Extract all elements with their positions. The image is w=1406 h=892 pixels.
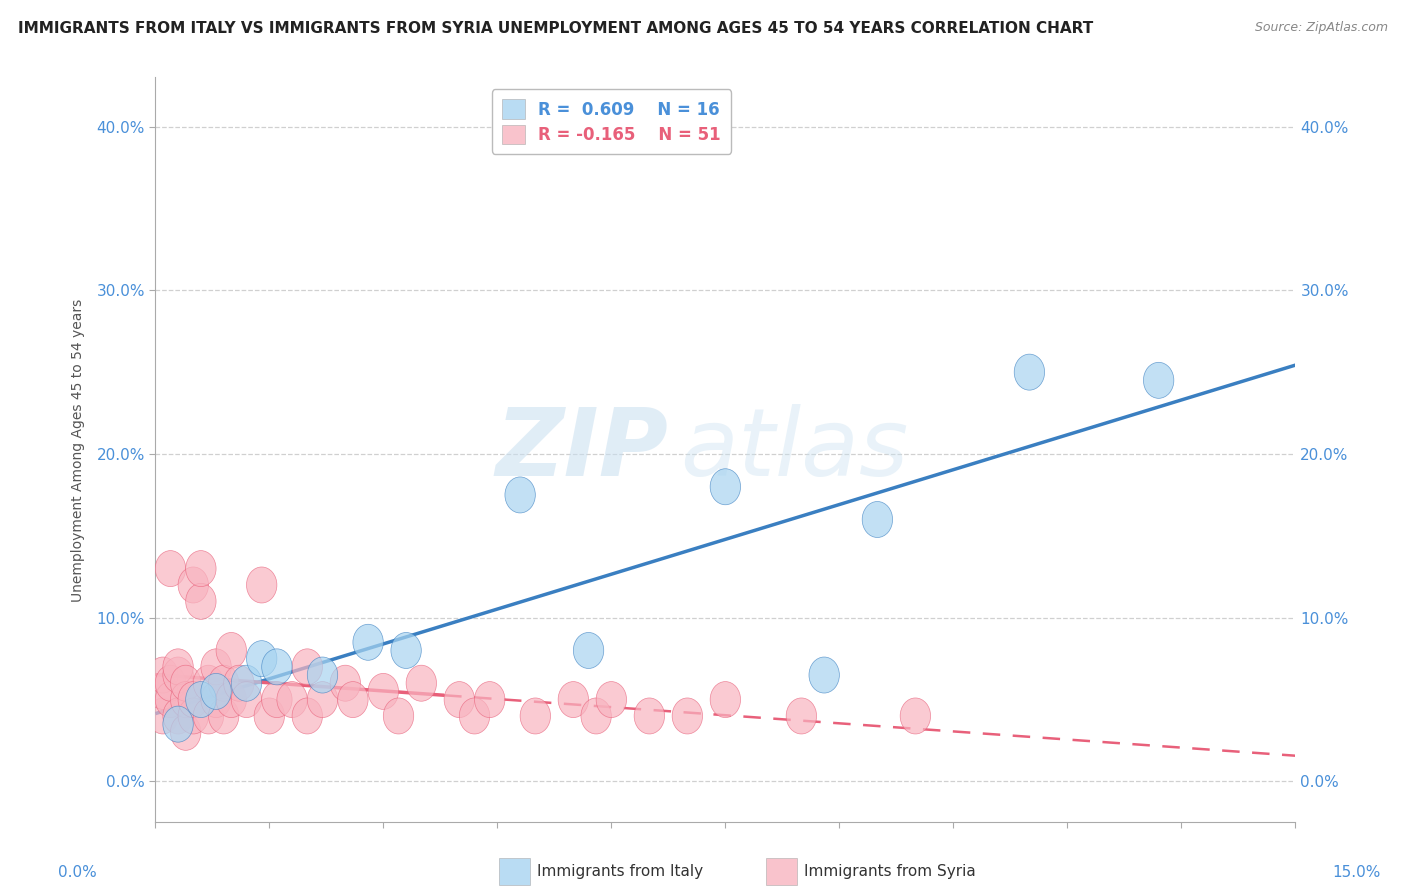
Ellipse shape xyxy=(520,698,551,734)
Ellipse shape xyxy=(505,477,536,513)
Text: 0.0%: 0.0% xyxy=(58,865,97,880)
Text: Immigrants from Italy: Immigrants from Italy xyxy=(537,864,703,879)
Ellipse shape xyxy=(217,681,246,717)
Ellipse shape xyxy=(224,665,254,701)
Ellipse shape xyxy=(308,681,337,717)
Ellipse shape xyxy=(596,681,627,717)
Ellipse shape xyxy=(353,624,384,660)
Ellipse shape xyxy=(170,681,201,717)
Ellipse shape xyxy=(186,550,217,587)
Ellipse shape xyxy=(808,657,839,693)
Ellipse shape xyxy=(262,681,292,717)
Text: 15.0%: 15.0% xyxy=(1333,865,1381,880)
Ellipse shape xyxy=(900,698,931,734)
Ellipse shape xyxy=(460,698,489,734)
Ellipse shape xyxy=(254,698,284,734)
Ellipse shape xyxy=(179,681,208,717)
Ellipse shape xyxy=(193,665,224,701)
Ellipse shape xyxy=(246,567,277,603)
Ellipse shape xyxy=(201,681,231,717)
Ellipse shape xyxy=(672,698,703,734)
Ellipse shape xyxy=(193,698,224,734)
Ellipse shape xyxy=(155,681,186,717)
Ellipse shape xyxy=(558,681,589,717)
Ellipse shape xyxy=(208,665,239,701)
Ellipse shape xyxy=(786,698,817,734)
Ellipse shape xyxy=(163,698,193,734)
Ellipse shape xyxy=(444,681,474,717)
Ellipse shape xyxy=(186,583,217,619)
Text: IMMIGRANTS FROM ITALY VS IMMIGRANTS FROM SYRIA UNEMPLOYMENT AMONG AGES 45 TO 54 : IMMIGRANTS FROM ITALY VS IMMIGRANTS FROM… xyxy=(18,21,1094,37)
Ellipse shape xyxy=(574,632,603,668)
Ellipse shape xyxy=(208,698,239,734)
Ellipse shape xyxy=(246,640,277,677)
Legend: R =  0.609    N = 16, R = -0.165    N = 51: R = 0.609 N = 16, R = -0.165 N = 51 xyxy=(492,89,731,153)
Ellipse shape xyxy=(201,648,231,685)
Ellipse shape xyxy=(710,681,741,717)
Ellipse shape xyxy=(710,468,741,505)
Text: Immigrants from Syria: Immigrants from Syria xyxy=(804,864,976,879)
Text: atlas: atlas xyxy=(679,404,908,495)
Ellipse shape xyxy=(1143,362,1174,399)
Ellipse shape xyxy=(262,648,292,685)
Ellipse shape xyxy=(292,698,322,734)
Ellipse shape xyxy=(155,550,186,587)
Ellipse shape xyxy=(186,681,217,717)
Ellipse shape xyxy=(391,632,422,668)
Ellipse shape xyxy=(155,665,186,701)
Ellipse shape xyxy=(148,698,179,734)
Text: Source: ZipAtlas.com: Source: ZipAtlas.com xyxy=(1254,21,1388,35)
Ellipse shape xyxy=(308,657,337,693)
Ellipse shape xyxy=(231,665,262,701)
Ellipse shape xyxy=(581,698,612,734)
Ellipse shape xyxy=(170,714,201,750)
Ellipse shape xyxy=(862,501,893,538)
Ellipse shape xyxy=(170,665,201,701)
Ellipse shape xyxy=(148,673,179,709)
Text: ZIP: ZIP xyxy=(495,404,668,496)
Ellipse shape xyxy=(1014,354,1045,390)
Ellipse shape xyxy=(163,657,193,693)
Ellipse shape xyxy=(277,681,308,717)
Ellipse shape xyxy=(330,665,360,701)
Ellipse shape xyxy=(179,567,208,603)
Ellipse shape xyxy=(148,657,179,693)
Ellipse shape xyxy=(406,665,436,701)
Ellipse shape xyxy=(201,673,231,709)
Ellipse shape xyxy=(474,681,505,717)
Ellipse shape xyxy=(368,673,398,709)
Ellipse shape xyxy=(217,632,246,668)
Ellipse shape xyxy=(292,648,322,685)
Ellipse shape xyxy=(163,648,193,685)
Ellipse shape xyxy=(337,681,368,717)
Ellipse shape xyxy=(231,681,262,717)
Ellipse shape xyxy=(179,698,208,734)
Y-axis label: Unemployment Among Ages 45 to 54 years: Unemployment Among Ages 45 to 54 years xyxy=(72,298,86,601)
Ellipse shape xyxy=(634,698,665,734)
Ellipse shape xyxy=(384,698,413,734)
Ellipse shape xyxy=(163,706,193,742)
